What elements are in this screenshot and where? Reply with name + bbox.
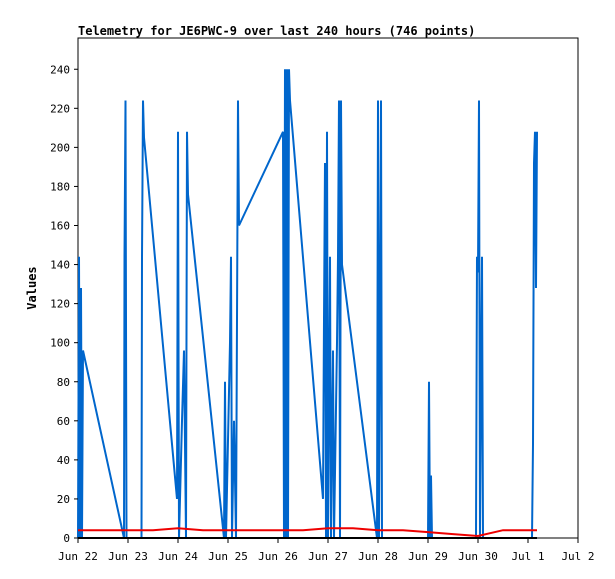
series-line-1 <box>78 527 537 538</box>
x-tick-label: Jun 26 <box>258 550 298 563</box>
x-tick-label: Jun 28 <box>358 550 398 563</box>
y-tick-label: 40 <box>57 454 70 467</box>
x-tick-label: Jun 24 <box>158 550 198 563</box>
y-tick-label: 120 <box>50 298 70 311</box>
y-tick-label: 0 <box>63 532 70 545</box>
x-tick-label: Jun 29 <box>408 550 448 563</box>
y-tick-label: 140 <box>50 259 70 272</box>
y-tick-label: 20 <box>57 493 70 506</box>
y-tick-label: 100 <box>50 337 70 350</box>
y-tick-label: 220 <box>50 102 70 115</box>
x-tick-label: Jul 1 <box>511 550 544 563</box>
series-layer <box>77 69 538 539</box>
x-axis-ticks: Jun 22 Jun 23 Jun 24 Jun 25 Jun 26 Jun 27 Jun … <box>58 538 595 563</box>
y-tick-label: 240 <box>50 63 70 76</box>
chart-title: Telemetry for JE6PWC-9 over last 240 hou… <box>78 24 475 38</box>
x-tick-label: Jul 2 <box>561 550 594 563</box>
y-tick-label: 180 <box>50 180 70 193</box>
x-tick-label: Jun 22 <box>58 550 98 563</box>
y-tick-label: 160 <box>50 220 70 233</box>
y-axis-label: Values <box>25 266 39 309</box>
x-tick-label: Jun 27 <box>308 550 348 563</box>
x-tick-label: Jun 23 <box>108 550 148 563</box>
x-tick-label: Jun 30 <box>458 550 498 563</box>
x-tick-label: Jun 25 <box>208 550 248 563</box>
y-tick-label: 80 <box>57 376 70 389</box>
y-axis-ticks: 0 20 40 60 80 100 120 140 160 180 200 220 240 <box>50 63 78 545</box>
y-tick-label: 60 <box>57 415 70 428</box>
y-tick-label: 200 <box>50 141 70 154</box>
